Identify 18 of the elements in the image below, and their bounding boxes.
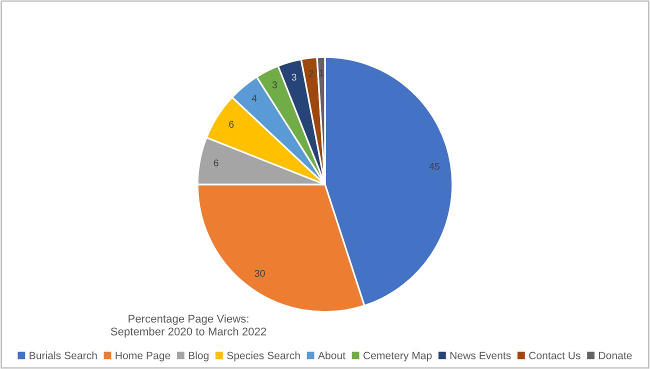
legend-label: Home Page bbox=[116, 352, 170, 362]
data-label: 30 bbox=[254, 270, 265, 277]
legend-label: Contact Us bbox=[529, 352, 580, 360]
legend-label: About bbox=[318, 352, 346, 360]
legend-label: Donate bbox=[599, 352, 632, 360]
text: Percentage Page Views: September 2020 to March 2022 bbox=[110, 314, 266, 338]
data-label: 6 bbox=[214, 159, 218, 166]
data-label: 2 bbox=[308, 70, 314, 78]
data-label: 6 bbox=[229, 120, 234, 128]
data-label: 3 bbox=[272, 81, 277, 88]
legend-label: Cemetery Map bbox=[363, 352, 432, 362]
legend-label: Blog bbox=[188, 352, 208, 362]
data-label: 4 bbox=[252, 94, 257, 102]
legend-label: Species Search bbox=[227, 352, 300, 362]
legend-label: Burials Search bbox=[30, 352, 97, 360]
data-label: 45 bbox=[429, 162, 440, 170]
legend-label: News Events bbox=[450, 352, 511, 360]
data-label: 3 bbox=[292, 74, 296, 81]
